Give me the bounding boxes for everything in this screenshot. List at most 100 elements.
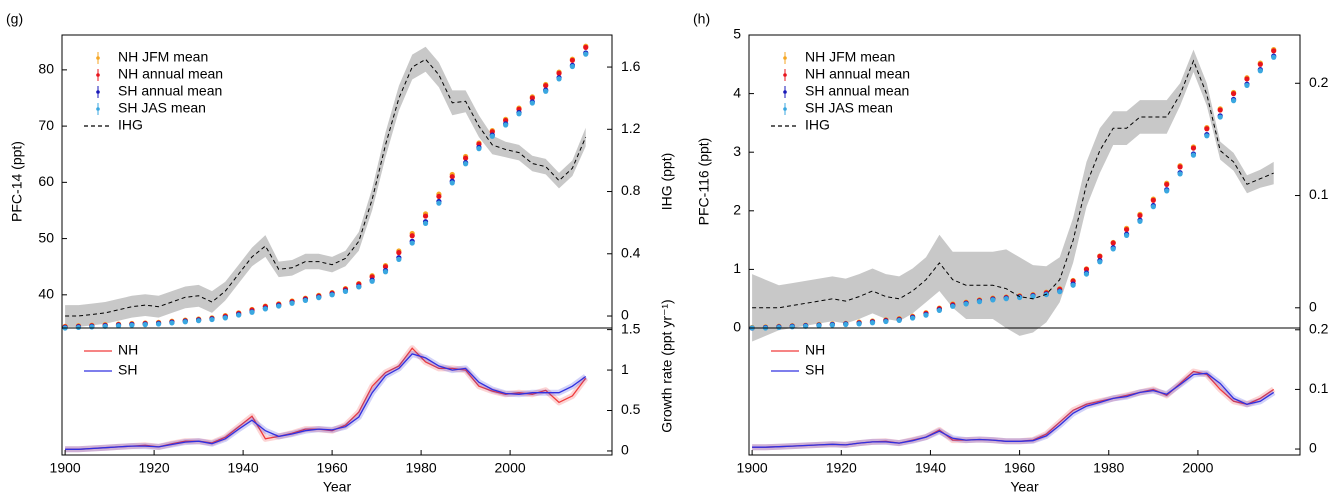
data-point (1244, 76, 1250, 82)
legend-marker (783, 73, 787, 77)
data-point (556, 76, 562, 82)
data-point (1030, 293, 1036, 299)
y2-tick-label: 0.1 (1309, 380, 1329, 396)
legend-label: SH JAS mean (805, 100, 893, 116)
data-point (249, 309, 255, 315)
data-point (1070, 282, 1076, 288)
data-point (1217, 114, 1223, 120)
legend-marker (96, 73, 100, 77)
data-point (75, 324, 82, 331)
legend-label: SH JAS mean (118, 100, 206, 116)
data-point (543, 88, 549, 94)
y-tick-label: 70 (38, 117, 54, 133)
legend-marker (783, 56, 787, 60)
data-point (1190, 152, 1197, 158)
data-point (1244, 82, 1250, 88)
y-tick-label: 1 (733, 260, 741, 276)
data-point (1150, 197, 1156, 203)
data-point (1097, 259, 1103, 265)
data-point (1110, 240, 1116, 246)
legend-marker (96, 56, 100, 60)
data-point (196, 318, 202, 324)
y-tick-label: 2 (733, 202, 741, 218)
data-line (65, 347, 587, 450)
x-tick-label: 1940 (915, 460, 946, 476)
data-point (1217, 107, 1223, 113)
panel-label: (g) (6, 11, 23, 27)
data-point (776, 324, 782, 331)
data-point (436, 193, 442, 200)
y2-tick-label: 0.1 (1309, 186, 1329, 202)
data-point (1164, 188, 1170, 194)
data-point (409, 233, 415, 239)
legend-label: NH (805, 342, 825, 358)
data-point (1230, 91, 1237, 97)
data-point (816, 323, 822, 329)
data-point (409, 240, 415, 246)
data-point (529, 100, 535, 106)
legend-label: IHG (805, 117, 830, 133)
data-point (342, 288, 349, 295)
legend-label: NH (118, 342, 138, 358)
data-point (369, 278, 375, 284)
data-point (422, 220, 429, 226)
data-point (950, 303, 956, 309)
data-point (262, 306, 268, 312)
data-point (396, 250, 402, 256)
data-point (1190, 145, 1197, 151)
y2-tick-label: 0 (1309, 440, 1317, 456)
line-halo (752, 368, 1276, 451)
data-point (236, 312, 242, 318)
data-point (869, 320, 876, 326)
data-point (382, 264, 389, 270)
data-point (155, 321, 162, 327)
line-halo (752, 370, 1276, 451)
legend-label: SH annual mean (805, 83, 909, 99)
y2-tick-label: 1.6 (621, 58, 641, 74)
data-point (222, 315, 228, 321)
x-tick-label: 1980 (406, 460, 437, 476)
y-tick-label: 4 (733, 84, 741, 100)
x-axis-label: Year (323, 479, 352, 495)
data-point (396, 256, 402, 262)
data-point (1150, 204, 1156, 210)
y-axis-label: PFC-14 (ppt) (9, 141, 25, 222)
data-point (356, 284, 362, 290)
x-tick-label: 1920 (139, 460, 170, 476)
data-point (89, 324, 95, 330)
legend-label: NH JFM mean (118, 49, 208, 65)
data-point (1257, 61, 1263, 67)
data-point (503, 122, 509, 128)
x-tick-label: 1980 (1093, 460, 1124, 476)
y-tick-label: 5 (733, 26, 741, 42)
data-point (1204, 133, 1210, 139)
x-axis-label: Year (1010, 479, 1039, 495)
x-tick-label: 1940 (228, 460, 259, 476)
y-tick-label: 80 (38, 61, 54, 77)
data-point (463, 161, 469, 167)
data-point (569, 57, 575, 63)
data-point (209, 316, 215, 323)
legend-marker (783, 107, 787, 111)
y-axis-label: PFC-116 (ppt) (696, 138, 712, 226)
data-point (436, 200, 442, 206)
y2-tick-label: 0.8 (621, 182, 641, 198)
data-point (449, 180, 455, 186)
data-point (129, 322, 135, 328)
data-point (1177, 164, 1183, 170)
legend-label: SH (805, 362, 824, 378)
data-point (115, 323, 122, 329)
data-point (1083, 271, 1090, 277)
data-point (583, 44, 589, 50)
legend-marker (96, 107, 100, 111)
y-tick-label: 0 (733, 319, 741, 335)
y2-tick-label: 1.5 (621, 320, 641, 336)
data-point (1097, 253, 1103, 260)
data-point (569, 63, 575, 70)
data-point (896, 317, 902, 323)
data-point (302, 297, 309, 304)
data-point (422, 213, 429, 219)
data-point (990, 297, 996, 303)
data-point (543, 83, 549, 89)
